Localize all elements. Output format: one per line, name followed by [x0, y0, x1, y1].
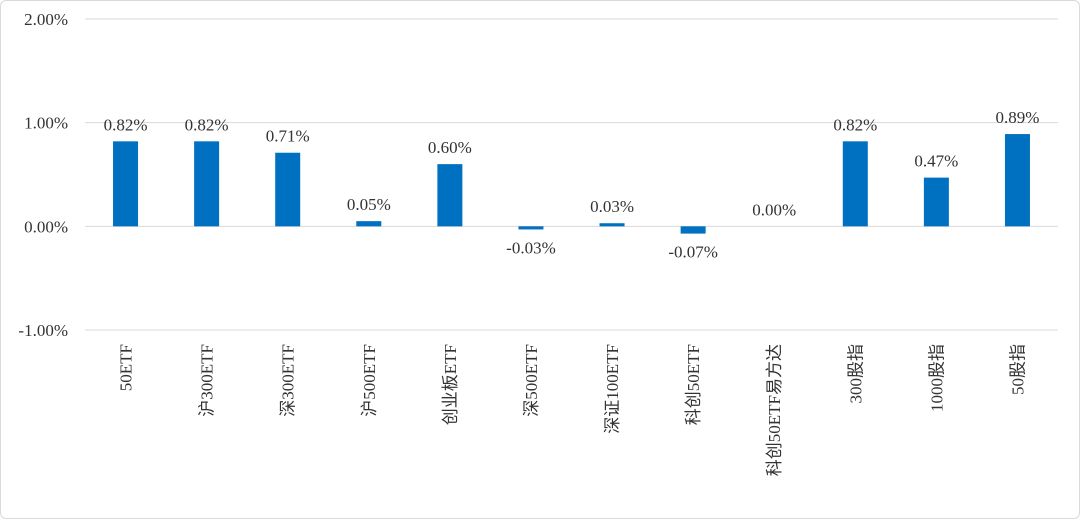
y-tick-label: 2.00%: [24, 10, 68, 29]
data-label: 0.60%: [428, 138, 472, 157]
data-labels: 0.82% 0.82% 0.71% 0.05% 0.60% -0.03% 0.03% -0.0…: [104, 108, 1040, 262]
data-label: 0.47%: [914, 152, 958, 171]
category-label: 深500ETF: [522, 344, 541, 417]
category-label: 创业板ETF: [441, 344, 460, 425]
bar: [680, 226, 706, 234]
category-label: 300股指: [846, 344, 865, 404]
category-label: 50ETF: [117, 344, 136, 391]
data-label: -0.03%: [506, 238, 556, 257]
bar: [194, 141, 220, 227]
bar: [1004, 134, 1030, 227]
y-tick-label: -1.00%: [18, 321, 68, 340]
bars: [113, 134, 1030, 234]
data-label: 0.71%: [266, 127, 310, 146]
category-label: 深300ETF: [279, 344, 298, 417]
category-labels: 50ETF 沪300ETF 深300ETF 沪500ETF 创业板ETF 深500ETF 深…: [117, 344, 1028, 476]
category-label: 沪300ETF: [198, 344, 217, 417]
bar: [518, 226, 544, 230]
bar: [842, 141, 868, 227]
data-label: 0.82%: [104, 115, 148, 134]
data-label: -0.07%: [668, 243, 718, 262]
bar: [356, 221, 382, 227]
category-label: 科创50ETF: [684, 344, 703, 425]
bar: [113, 141, 139, 227]
data-label: 0.89%: [995, 108, 1039, 127]
y-tick-label: 0.00%: [24, 217, 68, 236]
data-label: 0.82%: [185, 115, 229, 134]
gridlines: [85, 18, 1058, 331]
bar: [437, 164, 463, 227]
bar: [599, 223, 625, 227]
bar: [923, 177, 949, 227]
category-label: 深证100ETF: [603, 344, 622, 434]
y-axis-tick-labels: 2.00% 1.00% 0.00% -1.00%: [18, 10, 68, 340]
data-label: 0.82%: [833, 115, 877, 134]
y-tick-label: 1.00%: [24, 114, 68, 133]
category-label: 1000股指: [927, 344, 946, 412]
category-label: 50股指: [1008, 344, 1027, 395]
data-label: 0.03%: [590, 197, 634, 216]
bar: [275, 152, 301, 227]
data-label: 0.00%: [752, 200, 796, 219]
category-label: 科创50ETF易方达: [765, 344, 784, 476]
data-label: 0.05%: [347, 195, 391, 214]
category-label: 沪500ETF: [360, 344, 379, 417]
